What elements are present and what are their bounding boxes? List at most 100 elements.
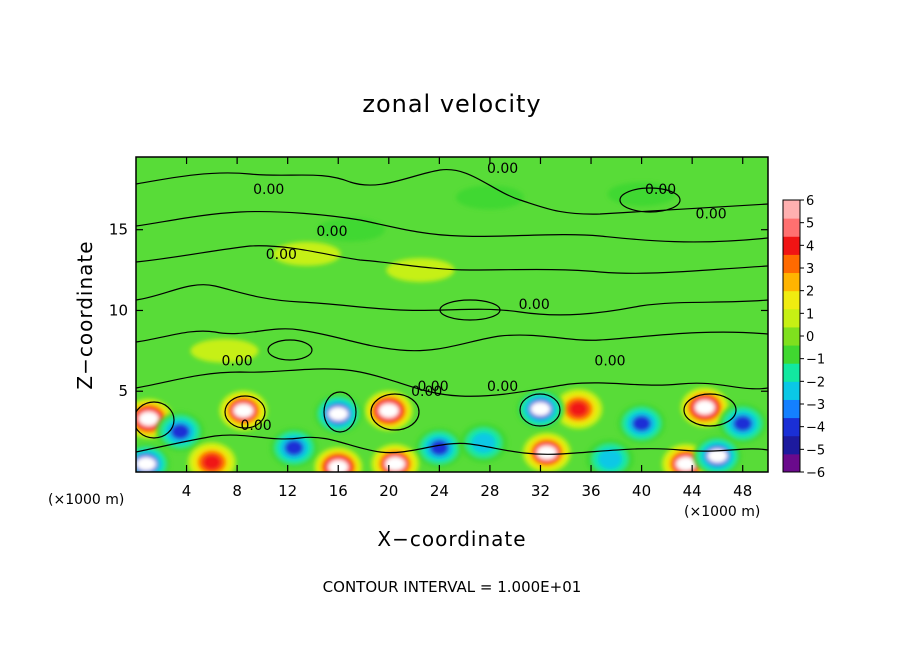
field-feature (314, 447, 363, 472)
colorbar-tick-label: −6 (806, 466, 825, 481)
contour-line (136, 168, 768, 215)
field-level (471, 432, 496, 453)
field-level (568, 401, 589, 417)
field-feature (617, 403, 666, 444)
field-level (316, 217, 385, 242)
colorbar-swatch (783, 236, 800, 255)
contour-line (136, 368, 768, 397)
contour-label: 0.00 (696, 206, 727, 222)
colorbar-tick-label: 4 (806, 239, 814, 254)
field-feature (693, 435, 742, 472)
colorbar-swatch (783, 272, 800, 292)
plot-area: 0.000.000.000.000.000.000.000.00 0.000.00… (136, 157, 768, 472)
contour-label: 0.00 (487, 379, 518, 395)
x-tick-label: 40 (632, 482, 651, 500)
colorbar-swatch (783, 345, 800, 364)
x-tick-label: 4 (182, 482, 192, 500)
field-level (598, 449, 622, 470)
field-feature (415, 427, 464, 468)
contour-label: 0.00 (266, 247, 297, 263)
x-units-right: (×1000 m) (684, 504, 760, 520)
contour-label: 0.00 (240, 418, 271, 434)
colorbar-tick-label: −2 (806, 375, 825, 390)
colorbar-tick-label: 3 (806, 262, 814, 277)
y-tick-label: 5 (118, 382, 128, 400)
field-features (136, 182, 767, 472)
field-core (530, 402, 551, 416)
contour-loop (439, 299, 501, 321)
contour-label: 0.00 (222, 353, 253, 369)
x-tick-label: 44 (683, 482, 702, 500)
colorbar-tick-label: −1 (806, 353, 825, 368)
contour-loop (519, 393, 561, 427)
field-core (385, 456, 406, 471)
field-core (233, 403, 254, 418)
colorbar-swatch (783, 326, 800, 346)
colorbar-swatch (783, 381, 800, 400)
field-feature (156, 411, 205, 452)
colorbar-tick-label: 6 (806, 194, 814, 209)
field-level (632, 415, 652, 432)
contour-line (136, 284, 768, 316)
chart-title: zonal velocity (362, 90, 541, 118)
contour-loop (267, 339, 313, 361)
contour-loop (683, 393, 737, 427)
y-axis: 5 10 15 (109, 221, 768, 400)
field-core (136, 456, 157, 471)
field-level (190, 338, 259, 363)
field-core (328, 406, 349, 421)
x-units-left: (×1000 m) (48, 492, 124, 508)
field-feature (316, 217, 385, 242)
field-feature (680, 387, 729, 428)
field-feature (219, 390, 268, 431)
contour-line (136, 210, 768, 243)
contour-label: 0.00 (645, 182, 676, 198)
contour-line (136, 245, 768, 274)
colorbar-swatch (783, 435, 800, 455)
x-tick-label: 48 (733, 482, 752, 500)
colorbar: 6 5 4 3 2 1 0 −1 −2 −3 −4 −5 −6 (782, 194, 825, 481)
field-feature (718, 403, 767, 444)
colorbar-swatch (783, 399, 800, 419)
x-tick-label: 12 (278, 482, 297, 500)
y-tick-label: 15 (109, 221, 128, 239)
field-feature (459, 422, 508, 463)
colorbar-swatch (783, 218, 800, 237)
contour-loop (323, 391, 357, 433)
colorbar-tick-label: −3 (806, 398, 825, 413)
field-feature (554, 389, 603, 429)
field-level (733, 415, 753, 432)
colorbar-swatch (783, 363, 800, 382)
field-feature (190, 338, 259, 363)
field-core (378, 403, 399, 418)
field-feature (314, 393, 363, 434)
colorbar-swatch (783, 453, 800, 473)
contour-loop (136, 401, 175, 439)
x-tick-label: 36 (581, 482, 600, 500)
field-feature (586, 439, 634, 472)
field-feature (136, 443, 171, 472)
field-feature (364, 390, 413, 431)
x-axis-label: X−coordinate (377, 527, 526, 551)
contour-interval-note: CONTOUR INTERVAL = 1.000E+01 (323, 578, 582, 596)
field-core (694, 400, 715, 415)
field-core (675, 456, 696, 471)
x-tick-label: 16 (329, 482, 348, 500)
contour-label: 0.00 (417, 379, 448, 395)
colorbar-swatch (783, 308, 800, 328)
contour-labels: 0.000.000.000.000.000.000.000.00 0.000.00… (222, 161, 727, 434)
field-level (202, 454, 222, 471)
contour-label: 0.00 (594, 353, 625, 369)
field-core (536, 445, 557, 460)
y-axis-label: Z−coordinate (73, 240, 97, 389)
x-tick-label: 24 (430, 482, 449, 500)
contour-line (136, 434, 768, 455)
x-axis: 4 8 12 16 20 24 28 32 36 40 44 48 (182, 157, 752, 500)
contour-loop (370, 393, 420, 431)
x-tick-label: 8 (232, 482, 242, 500)
contour-line (136, 328, 768, 352)
contour-loop (224, 395, 266, 429)
field-core (138, 411, 159, 426)
contour-label: 0.00 (519, 297, 550, 313)
